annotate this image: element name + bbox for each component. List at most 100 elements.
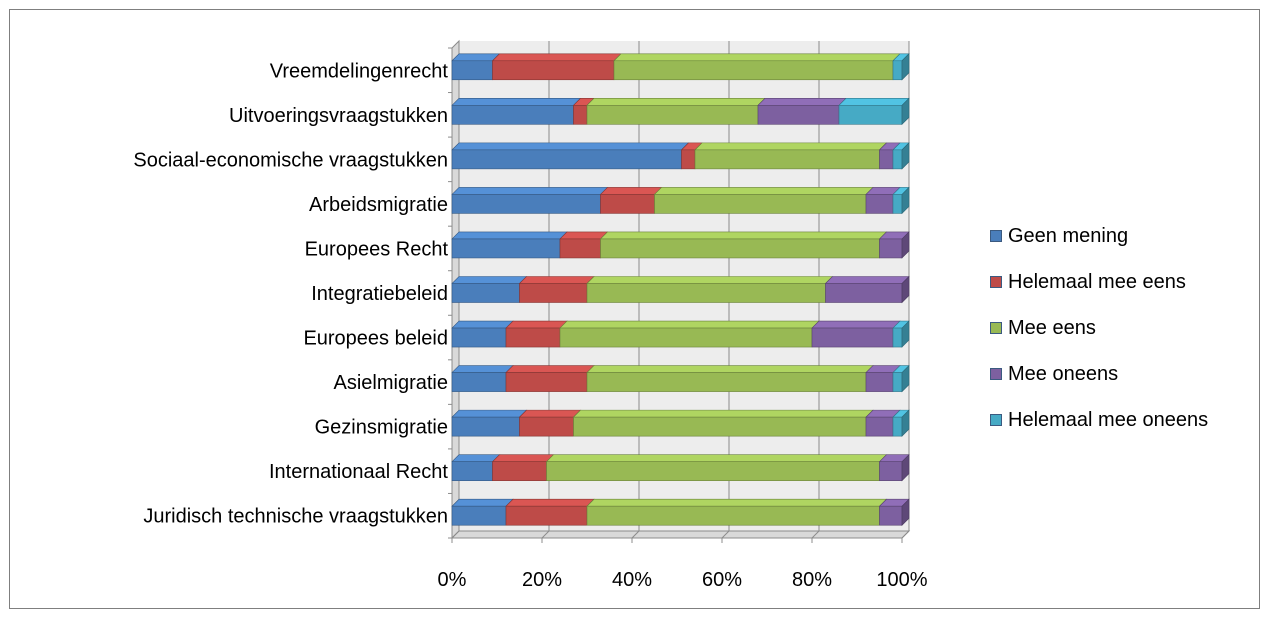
legend-item: Helemaal mee oneens	[990, 397, 1271, 443]
bar-segment	[451, 372, 507, 392]
legend-label: Mee oneens	[1008, 362, 1119, 385]
bar-end-face	[901, 97, 910, 126]
bar-top-face	[451, 53, 501, 62]
bar-segment	[505, 372, 588, 392]
gridline-floor	[811, 530, 820, 539]
bar-segment	[865, 194, 894, 214]
legend-label: Geen mening	[1008, 224, 1129, 247]
bar-segment	[451, 194, 601, 214]
bar-segment	[865, 416, 894, 437]
legend-label: Mee eens	[1008, 316, 1096, 339]
bar-segment	[811, 327, 894, 348]
bar-top-face	[599, 231, 888, 240]
bar-top-face	[694, 142, 888, 151]
bar-top-face	[613, 53, 901, 62]
bar-end-face	[901, 186, 910, 215]
legend-item: Geen mening	[990, 213, 1271, 259]
legend-label: Helemaal mee oneens	[1008, 408, 1209, 431]
bar-top-face	[491, 53, 622, 62]
bar-end-face	[901, 142, 910, 170]
bar-segment	[681, 149, 696, 170]
category-label: Europees beleid	[303, 328, 448, 350]
bar-segment	[586, 372, 867, 392]
bar-top-face	[811, 320, 901, 329]
bar-segment	[838, 105, 903, 125]
gridline-floor	[631, 530, 640, 539]
category-label: Vreemdelingenrecht	[270, 60, 449, 82]
legend-swatch	[990, 230, 1002, 242]
bar-segment	[825, 283, 903, 303]
bar-top-face	[505, 365, 595, 373]
bar-top-face	[586, 276, 834, 284]
legend-swatch	[990, 414, 1002, 426]
bar-top-face	[451, 98, 582, 106]
bar-segment	[694, 149, 880, 170]
bar-segment	[451, 416, 520, 437]
bar-segment	[451, 505, 507, 526]
x-tick-label: 20%	[522, 569, 562, 591]
bar-top-face	[559, 320, 820, 329]
bar-end-face	[901, 53, 910, 81]
bar-segment	[451, 60, 493, 81]
bar-segment	[879, 149, 894, 170]
bar-top-face	[451, 409, 528, 418]
gridline-floor	[721, 530, 730, 539]
legend-item: Mee oneens	[990, 351, 1271, 397]
bar-top-face	[586, 365, 874, 373]
bar-segment	[865, 372, 894, 392]
bar-segment	[654, 194, 867, 214]
bar-end-face	[901, 364, 910, 393]
bar-top-face	[451, 187, 609, 195]
bar-segment	[892, 60, 903, 81]
bar-segment	[546, 461, 880, 481]
bar-top-face	[824, 276, 910, 284]
bar-segment	[451, 327, 507, 348]
bar-top-face	[451, 454, 501, 462]
bar-segment	[586, 105, 759, 125]
bar-end-face	[901, 320, 910, 348]
bar-segment	[879, 238, 903, 259]
chart-legend: Geen mening Helemaal mee eens Mee eens Mee …	[990, 213, 1271, 443]
bar-top-face	[599, 187, 663, 195]
bar-segment	[892, 327, 903, 348]
chart-frame: 0% 20% 40% 60% 80% 100% Vreemdelingenrecht Uitv…	[9, 9, 1260, 609]
bar-segment	[451, 149, 682, 170]
bar-end-face	[901, 275, 910, 304]
bar-segment	[451, 461, 493, 481]
gridline-floor	[901, 530, 910, 539]
category-label: Internationaal Recht	[269, 461, 448, 483]
category-label: Asielmigratie	[334, 372, 448, 394]
bar-segment	[573, 105, 588, 125]
bar-top-face	[518, 276, 595, 284]
plot-floor	[450, 530, 911, 539]
bar-end-face	[901, 453, 910, 482]
bar-segment	[892, 416, 903, 437]
bar-segment	[451, 238, 561, 259]
bar-top-face	[838, 98, 910, 106]
bar-top-face	[451, 320, 514, 329]
bar-segment	[879, 505, 903, 526]
category-label: Sociaal-economische vraagstukken	[133, 149, 448, 171]
legend-swatch	[990, 322, 1002, 334]
legend-item: Mee eens	[990, 305, 1271, 351]
x-tick-label: 60%	[702, 569, 742, 591]
bar-top-face	[451, 365, 514, 373]
bar-top-face	[559, 231, 609, 240]
bar-segment	[505, 327, 561, 348]
bar-top-face	[586, 498, 888, 507]
bar-top-face	[451, 142, 690, 151]
category-label: Integratiebeleid	[311, 283, 448, 305]
bar-segment	[586, 505, 880, 526]
bar-segment	[586, 283, 826, 303]
bar-segment	[757, 105, 840, 125]
bar-end-face	[901, 409, 910, 437]
gridline-floor	[541, 530, 550, 539]
bar-segment	[519, 416, 574, 437]
bar-segment	[519, 283, 588, 303]
bar-segment	[879, 461, 903, 481]
bar-segment	[892, 194, 903, 214]
bar-top-face	[572, 409, 874, 418]
x-tick-label: 40%	[612, 569, 652, 591]
category-label: Uitvoeringsvraagstukken	[229, 105, 448, 127]
category-label: Juridisch technische vraagstukken	[143, 506, 448, 528]
